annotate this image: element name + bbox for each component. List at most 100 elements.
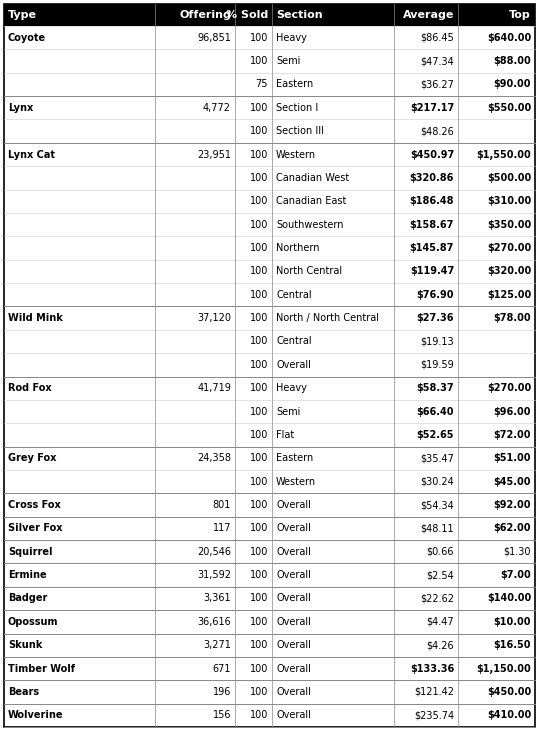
Text: $10.00: $10.00 (494, 617, 531, 627)
Text: $550.00: $550.00 (487, 103, 531, 113)
Text: Overall: Overall (276, 360, 311, 370)
Text: $2.54: $2.54 (426, 570, 454, 580)
Text: Semi: Semi (276, 56, 301, 66)
Text: % Sold: % Sold (226, 10, 268, 20)
Text: 196: 196 (212, 687, 231, 697)
Bar (4, 634, 535, 657)
Text: 100: 100 (250, 664, 268, 673)
Text: 100: 100 (250, 687, 268, 697)
Text: 41,719: 41,719 (197, 383, 231, 393)
Text: 3,361: 3,361 (203, 594, 231, 604)
Text: $88.00: $88.00 (493, 56, 531, 66)
Text: 100: 100 (250, 477, 268, 487)
Text: 801: 801 (212, 500, 231, 510)
Text: $4.47: $4.47 (426, 617, 454, 627)
Text: Canadian West: Canadian West (276, 173, 349, 183)
Text: 100: 100 (250, 56, 268, 66)
Text: $235.74: $235.74 (414, 711, 454, 720)
Text: $48.11: $48.11 (420, 523, 454, 534)
Bar (4, 283, 535, 306)
Bar (4, 423, 535, 447)
Text: $350.00: $350.00 (487, 219, 531, 230)
Text: $86.45: $86.45 (420, 33, 454, 42)
Text: 100: 100 (250, 430, 268, 440)
Text: Ermine: Ermine (8, 570, 47, 580)
Text: Skunk: Skunk (8, 640, 43, 650)
Bar (4, 400, 535, 423)
Text: 100: 100 (250, 33, 268, 42)
Bar (4, 470, 535, 493)
Text: $640.00: $640.00 (487, 33, 531, 42)
Text: $19.13: $19.13 (420, 336, 454, 346)
Text: Western: Western (276, 477, 316, 487)
Text: $410.00: $410.00 (487, 711, 531, 720)
Bar (4, 610, 535, 634)
Bar (4, 564, 535, 587)
Text: 4,772: 4,772 (203, 103, 231, 113)
Text: Overall: Overall (276, 594, 311, 604)
Text: $0.66: $0.66 (426, 547, 454, 557)
Bar (4, 213, 535, 236)
Text: North / North Central: North / North Central (276, 313, 379, 323)
Bar (4, 236, 535, 260)
Text: Badger: Badger (8, 594, 47, 604)
Bar (4, 704, 535, 727)
Text: 100: 100 (250, 547, 268, 557)
Text: 36,616: 36,616 (197, 617, 231, 627)
Text: Type: Type (8, 10, 37, 20)
Bar (4, 119, 535, 143)
Text: North Central: North Central (276, 266, 342, 276)
Bar (4, 353, 535, 376)
Bar (4, 376, 535, 400)
Bar (4, 260, 535, 283)
Text: 100: 100 (250, 500, 268, 510)
Text: Overall: Overall (276, 711, 311, 720)
Text: 24,358: 24,358 (197, 453, 231, 463)
Text: 100: 100 (250, 383, 268, 393)
Text: $217.17: $217.17 (410, 103, 454, 113)
Bar (4, 540, 535, 564)
Text: $320.86: $320.86 (410, 173, 454, 183)
Text: Wolverine: Wolverine (8, 711, 64, 720)
Text: 100: 100 (250, 243, 268, 253)
Bar (4, 657, 535, 681)
Text: Central: Central (276, 289, 312, 300)
Text: 20,546: 20,546 (197, 547, 231, 557)
Text: 37,120: 37,120 (197, 313, 231, 323)
Text: Top: Top (509, 10, 531, 20)
Text: 23,951: 23,951 (197, 150, 231, 159)
Text: 96,851: 96,851 (197, 33, 231, 42)
Text: $140.00: $140.00 (487, 594, 531, 604)
Text: $1,550.00: $1,550.00 (476, 150, 531, 159)
Text: 100: 100 (250, 336, 268, 346)
Text: $27.36: $27.36 (417, 313, 454, 323)
Text: $48.26: $48.26 (420, 126, 454, 136)
Text: $125.00: $125.00 (487, 289, 531, 300)
Text: Overall: Overall (276, 500, 311, 510)
Text: Overall: Overall (276, 687, 311, 697)
Text: Eastern: Eastern (276, 453, 313, 463)
Text: $450.97: $450.97 (410, 150, 454, 159)
Text: Eastern: Eastern (276, 80, 313, 89)
Text: Squirrel: Squirrel (8, 547, 52, 557)
Bar (4, 447, 535, 470)
Text: Flat: Flat (276, 430, 294, 440)
Text: $51.00: $51.00 (494, 453, 531, 463)
Text: Grey Fox: Grey Fox (8, 453, 57, 463)
Text: Wild Mink: Wild Mink (8, 313, 63, 323)
Text: $58.37: $58.37 (417, 383, 454, 393)
Text: 100: 100 (250, 570, 268, 580)
Text: 117: 117 (212, 523, 231, 534)
Text: 75: 75 (255, 80, 268, 89)
Bar (4, 189, 535, 213)
Text: Semi: Semi (276, 406, 301, 417)
Text: 671: 671 (212, 664, 231, 673)
Text: 156: 156 (212, 711, 231, 720)
Text: $30.24: $30.24 (420, 477, 454, 487)
Text: Bears: Bears (8, 687, 39, 697)
Text: $90.00: $90.00 (494, 80, 531, 89)
Text: 100: 100 (250, 640, 268, 650)
Bar (4, 4, 535, 26)
Text: $158.67: $158.67 (410, 219, 454, 230)
Text: 100: 100 (250, 453, 268, 463)
